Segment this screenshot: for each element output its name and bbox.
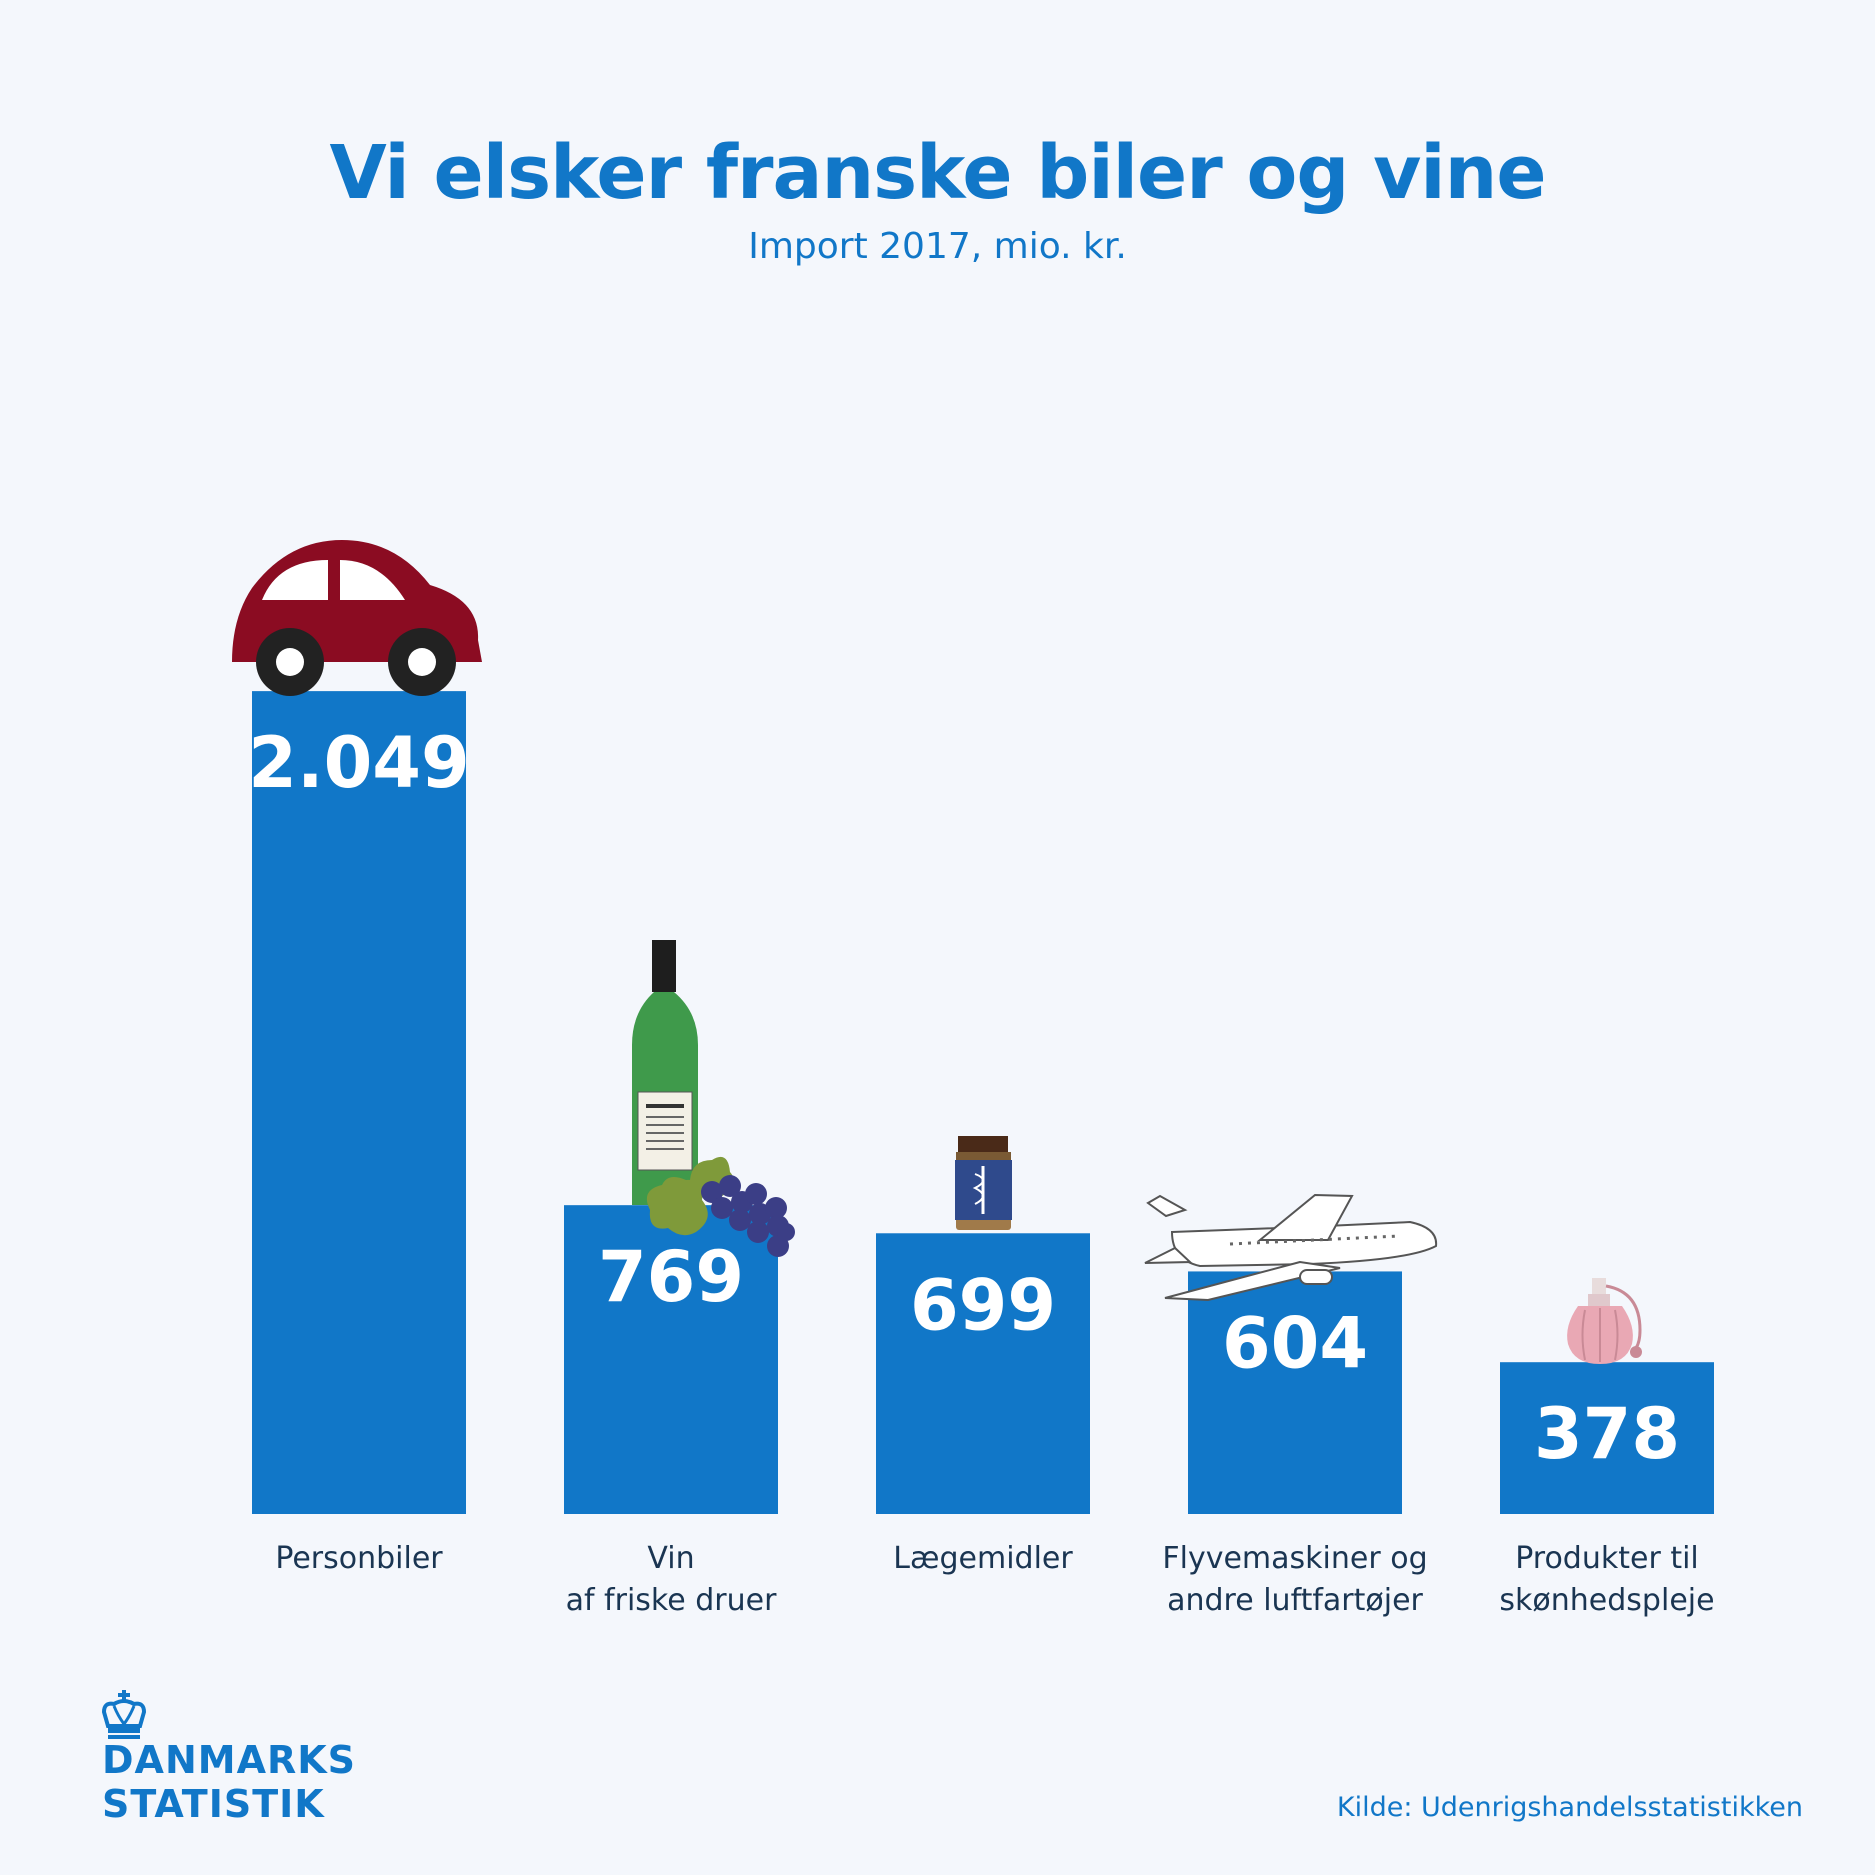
logo-line-1: DANMARKS bbox=[102, 1738, 357, 1782]
bar-3 bbox=[1188, 1271, 1402, 1514]
category-label-1-1: af friske druer bbox=[566, 1583, 777, 1618]
logo-line-2: STATISTIK bbox=[102, 1782, 325, 1826]
wine-bottle-grapes-icon bbox=[632, 940, 795, 1257]
chart-subtitle: Import 2017, mio. kr. bbox=[748, 226, 1127, 267]
source-note: Kilde: Udenrigshandelsstatistikken bbox=[1336, 1792, 1803, 1823]
category-label-0-0: Personbiler bbox=[275, 1541, 443, 1576]
airplane-icon bbox=[1144, 1193, 1438, 1302]
bar-1 bbox=[564, 1205, 778, 1514]
category-label-3-1: andre luftfartøjer bbox=[1167, 1583, 1423, 1618]
crown-logo-icon bbox=[101, 1690, 147, 1739]
bar-2 bbox=[876, 1233, 1090, 1514]
category-label-4-0: Produkter til bbox=[1515, 1541, 1699, 1576]
bar-4 bbox=[1500, 1362, 1714, 1514]
logo-text: DANMARKS STATISTIK bbox=[102, 1738, 356, 1826]
category-label-1-0: Vin bbox=[647, 1541, 694, 1576]
perfume-bottle-icon bbox=[1567, 1278, 1642, 1364]
value-label-4: 378 bbox=[1534, 1393, 1680, 1475]
medicine-jar-icon bbox=[955, 1136, 1012, 1230]
value-label-2: 699 bbox=[910, 1264, 1056, 1346]
category-label-4-1: skønhedspleje bbox=[1499, 1583, 1714, 1618]
car-icon bbox=[232, 540, 482, 696]
value-label-1: 769 bbox=[598, 1236, 744, 1318]
value-label-3: 604 bbox=[1222, 1302, 1368, 1384]
chart-title: Vi elsker franske biler og vine bbox=[329, 130, 1546, 216]
value-label-0: 2.049 bbox=[248, 722, 469, 804]
bar-0 bbox=[252, 691, 466, 1514]
category-label-3-0: Flyvemaskiner og bbox=[1162, 1541, 1427, 1576]
category-label-2-0: Lægemidler bbox=[893, 1541, 1073, 1576]
